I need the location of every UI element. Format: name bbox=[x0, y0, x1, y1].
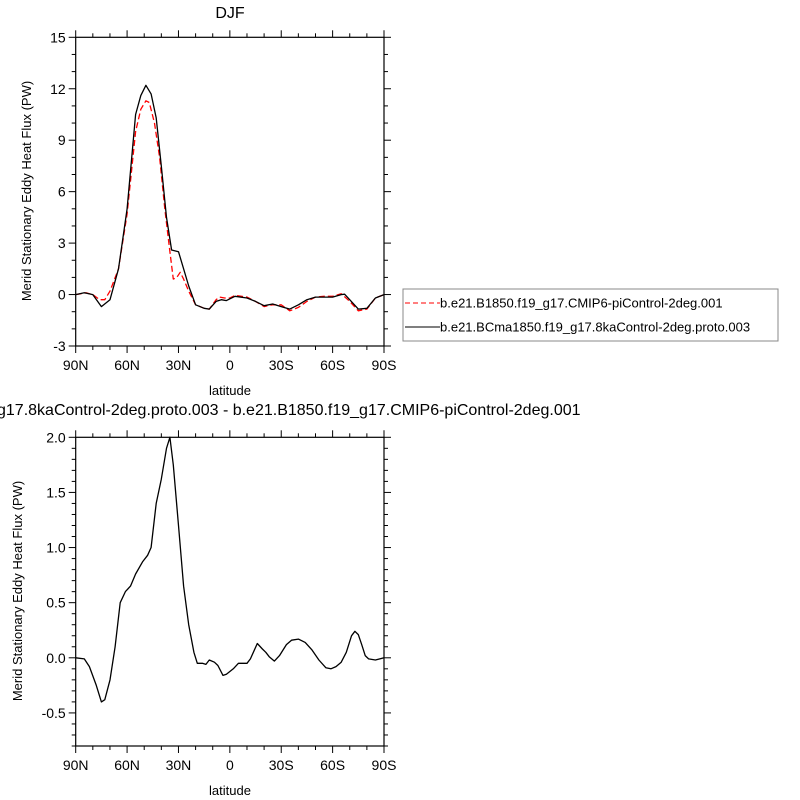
x-tick-label: 30S bbox=[269, 357, 294, 373]
y-tick-label: 1.0 bbox=[46, 540, 66, 556]
y-tick-label: 0 bbox=[58, 287, 66, 303]
y-tick-label: -3 bbox=[53, 338, 66, 354]
x-tick-label: 60N bbox=[114, 357, 140, 373]
legend: b.e21.B1850.f19_g17.CMIP6-piControl-2deg… bbox=[402, 288, 779, 342]
x-tick-label: 60S bbox=[320, 757, 345, 773]
legend-box bbox=[402, 288, 779, 342]
bottom-x-axis-label: latitude bbox=[209, 783, 251, 798]
top-chart-title: DJF bbox=[215, 5, 245, 22]
bottom-chart-title: g17.8kaControl-2deg.proto.003 - b.e21.B1… bbox=[0, 402, 581, 419]
y-tick-label: 12 bbox=[50, 81, 66, 97]
y-tick-label: 9 bbox=[58, 132, 66, 148]
plot-frame bbox=[75, 36, 385, 347]
x-tick-label: 60S bbox=[320, 357, 345, 373]
x-tick-label: 30N bbox=[166, 757, 192, 773]
series-line-0 bbox=[75, 100, 385, 312]
x-tick-label: 90S bbox=[372, 757, 397, 773]
y-tick-label: 15 bbox=[50, 29, 66, 45]
top-x-axis-label: latitude bbox=[209, 383, 251, 398]
top-y-axis-label: Merid Stationary Eddy Heat Flux (PW) bbox=[19, 81, 34, 301]
x-tick-label: 90N bbox=[63, 757, 89, 773]
plot-frame bbox=[75, 436, 385, 747]
x-tick-label: 0 bbox=[226, 357, 234, 373]
legend-label-8kaControl: b.e21.BCma1850.f19_g17.8kaControl-2deg.p… bbox=[440, 320, 750, 335]
x-tick-label: 90N bbox=[63, 357, 89, 373]
y-tick-label: -0.5 bbox=[42, 705, 66, 721]
y-tick-label: 2.0 bbox=[46, 429, 66, 445]
x-tick-label: 90S bbox=[372, 357, 397, 373]
x-tick-label: 60N bbox=[114, 757, 140, 773]
y-tick-label: 3 bbox=[58, 235, 66, 251]
series-line-0 bbox=[75, 436, 385, 703]
legend-label-piControl: b.e21.B1850.f19_g17.CMIP6-piControl-2deg… bbox=[440, 296, 723, 311]
y-tick-label: 0.5 bbox=[46, 595, 66, 611]
series-line-1 bbox=[75, 84, 385, 310]
bottom-plot: 90N 60N 30N 0 30S 60S 90S -0.5 0.0 0.5 1.0 1.5 2.0 bbox=[42, 429, 397, 773]
x-tick-label: 30N bbox=[166, 357, 192, 373]
x-tick-label: 0 bbox=[226, 757, 234, 773]
top-plot: 90N 60N 30N 0 30S 60S 90S -3 0 3 6 9 12 15 bbox=[50, 29, 396, 373]
bottom-y-axis-label: Merid Stationary Eddy Heat Flux (PW) bbox=[10, 481, 25, 701]
y-tick-label: 0.0 bbox=[46, 650, 66, 666]
y-tick-label: 6 bbox=[58, 184, 66, 200]
y-tick-label: 1.5 bbox=[46, 484, 66, 500]
x-tick-label: 30S bbox=[269, 757, 294, 773]
